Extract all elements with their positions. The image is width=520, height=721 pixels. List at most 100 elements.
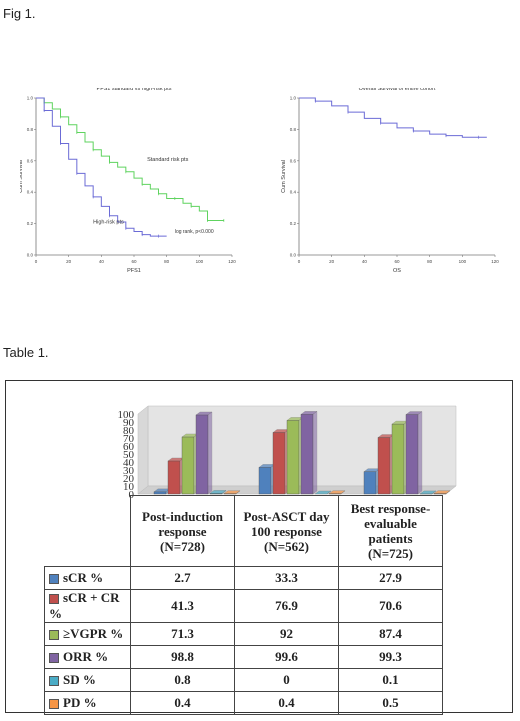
y-tick-label: 70: [123, 433, 135, 445]
response-data-table: Post-induction response (N=728) Post-ASCT …: [44, 495, 443, 715]
value-cell: 0.4: [130, 691, 235, 715]
bar: [328, 490, 346, 495]
bar-side: [221, 490, 227, 495]
y-tick-label: 0.0: [290, 253, 297, 258]
legend-swatch: [49, 594, 59, 605]
bar-side: [326, 490, 332, 495]
x-tick-label: 40: [99, 259, 105, 264]
bar-front: [391, 423, 405, 495]
bar-side: [312, 411, 318, 495]
significance-annotation: log rank, p<0.000: [175, 229, 214, 235]
bar: [286, 417, 304, 495]
series-label: High-risk pts: [93, 220, 124, 226]
pfs-kaplan-meier-chart: PFS1 standard vs high-risk pts 0 20 40 60 80 1…: [20, 88, 236, 274]
value-cell: 70.6: [338, 589, 443, 623]
y-tick-label: 30: [123, 465, 135, 477]
x-axis-label: OS: [393, 268, 401, 274]
y-tick-label: 0.6: [27, 158, 34, 163]
series-label: ≥VGPR %: [63, 626, 124, 641]
y-tick-label: 0.8: [290, 127, 297, 132]
bar: [363, 468, 381, 495]
chart-title: PFS1 standard vs high-risk pts: [97, 88, 172, 92]
value-cell: 41.3: [130, 589, 235, 623]
y-tick-label: 60: [123, 441, 135, 453]
y-axis-label: Cum Survival: [20, 160, 24, 193]
bar-front: [272, 432, 286, 495]
series-label: PD %: [63, 695, 97, 710]
bar: [209, 490, 227, 495]
x-tick-label: 100: [196, 259, 204, 264]
category-label-line: (N=725): [368, 546, 413, 561]
y-tick-label: 0.2: [290, 221, 297, 226]
legend-swatch: [49, 653, 59, 664]
category-label-line: Post-ASCT day: [243, 508, 330, 524]
category-label-line: 100 response: [251, 523, 322, 539]
corner-cell: [45, 496, 131, 567]
bar-front: [405, 414, 419, 495]
table-row: ≥VGPR % 71.3 92 87.4: [44, 622, 443, 646]
category-label-line: evaluable: [364, 516, 417, 531]
value-cell: 92: [234, 622, 339, 646]
y-tick-label: 40: [123, 457, 135, 469]
series-label-cell: SD %: [44, 668, 131, 692]
survival-curve-line: [299, 97, 487, 138]
bar: [300, 411, 318, 495]
y-tick-label: 10: [123, 481, 135, 493]
bar: [419, 490, 437, 495]
category-header: Post-ASCT day 100 response (N=562): [234, 495, 339, 567]
bar: [377, 434, 395, 495]
x-tick-label: 120: [228, 259, 236, 264]
y-tick-label: 1.0: [27, 96, 34, 101]
bar: [223, 490, 241, 495]
value-cell: 87.4: [338, 622, 443, 646]
x-tick-label: 20: [329, 259, 335, 264]
y-tick-label: 0: [129, 489, 135, 500]
series-label-cell: PD %: [44, 691, 131, 715]
bar: [405, 411, 423, 495]
survival-curve-line: [36, 97, 167, 237]
value-cell: 0.5: [338, 691, 443, 715]
x-tick-label: 80: [164, 259, 170, 264]
legend-swatch: [49, 676, 59, 687]
bar-front: [181, 436, 195, 495]
x-tick-label: 80: [427, 259, 433, 264]
y-tick-label: 1.0: [290, 96, 297, 101]
legend-swatch: [49, 574, 59, 585]
value-cell: 2.7: [130, 566, 235, 590]
series-label: ORR %: [63, 649, 109, 664]
bar-side: [445, 490, 451, 495]
x-tick-label: 100: [459, 259, 467, 264]
x-tick-label: 0: [298, 259, 301, 264]
x-tick-label: 60: [394, 259, 400, 264]
value-cell: 0.8: [130, 668, 235, 692]
bar-front: [377, 437, 391, 495]
series-label: sCR %: [63, 570, 104, 585]
x-tick-label: 40: [362, 259, 368, 264]
legend-swatch: [49, 630, 59, 641]
chart-title: Overall Survival of entire cohort: [359, 88, 436, 92]
value-cell: 33.3: [234, 566, 339, 590]
y-tick-label: 0.8: [27, 127, 34, 132]
chart-side-wall: [137, 405, 149, 495]
x-tick-label: 120: [491, 259, 499, 264]
bar: [195, 411, 213, 495]
y-tick-label: 0.0: [27, 253, 34, 258]
bar-front: [195, 414, 209, 495]
category-label-line: (N=728): [160, 538, 205, 554]
category-label-line: (N=562): [264, 538, 309, 554]
table-row: sCR % 2.7 33.3 27.9: [44, 566, 443, 590]
table-row: SD % 0.8 0 0.1: [44, 668, 443, 692]
y-tick-label: 0.2: [27, 221, 34, 226]
value-cell: 0: [234, 668, 339, 692]
table-row: ORR % 98.8 99.6 99.3: [44, 645, 443, 669]
bar-front: [258, 467, 272, 495]
y-tick-label: 0.4: [290, 190, 297, 195]
bar-side: [207, 411, 213, 495]
os-kaplan-meier-chart: Overall Survival of entire cohort 0 20 40 60…: [281, 88, 499, 274]
category-label-line: patients: [368, 531, 413, 546]
bar-front: [167, 460, 181, 495]
bar: [433, 490, 451, 495]
y-tick-label: 80: [123, 425, 135, 437]
bar: [272, 429, 290, 495]
y-tick-label: 90: [123, 417, 135, 429]
